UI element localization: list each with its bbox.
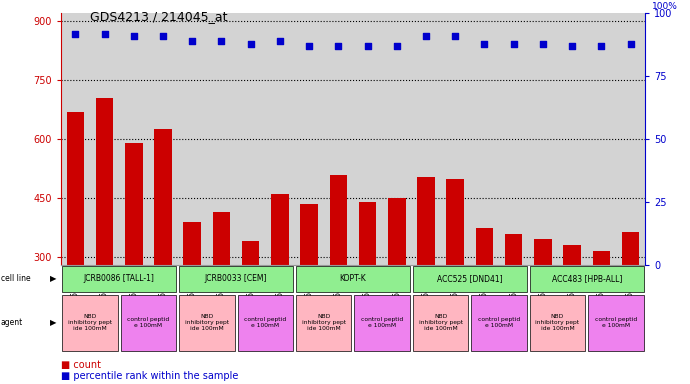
Bar <box>413 266 526 292</box>
Bar <box>530 295 585 351</box>
Text: ▶: ▶ <box>50 275 56 283</box>
Text: agent: agent <box>1 318 23 327</box>
Text: NBD
inhibitory pept
ide 100mM: NBD inhibitory pept ide 100mM <box>302 314 346 331</box>
Point <box>362 43 373 49</box>
Bar <box>446 179 464 375</box>
Bar <box>213 212 230 375</box>
Bar <box>534 239 551 375</box>
Point <box>450 33 461 39</box>
Text: ■ count: ■ count <box>61 360 101 370</box>
Point <box>391 43 402 49</box>
Bar <box>563 245 581 375</box>
Bar <box>530 266 644 292</box>
Text: JCRB0033 [CEM]: JCRB0033 [CEM] <box>205 275 267 283</box>
Text: KOPT-K: KOPT-K <box>339 275 366 283</box>
Bar <box>184 222 201 375</box>
Bar <box>593 251 610 375</box>
Bar <box>505 233 522 375</box>
Point <box>216 38 227 44</box>
Text: 100%: 100% <box>652 2 678 11</box>
Text: JCRB0086 [TALL-1]: JCRB0086 [TALL-1] <box>83 275 155 283</box>
Bar <box>471 295 526 351</box>
Text: ACC483 [HPB-ALL]: ACC483 [HPB-ALL] <box>551 275 622 283</box>
Bar <box>413 295 469 351</box>
Bar <box>179 295 235 351</box>
Bar <box>388 198 406 375</box>
Point <box>625 41 636 47</box>
Bar <box>237 295 293 351</box>
Bar <box>417 177 435 375</box>
Bar <box>96 98 113 375</box>
Text: ▶: ▶ <box>50 318 56 327</box>
Point <box>245 41 256 47</box>
Point <box>157 33 168 39</box>
Bar <box>155 129 172 375</box>
Text: GDS4213 / 214045_at: GDS4213 / 214045_at <box>90 10 227 23</box>
Text: control peptid
e 100mM: control peptid e 100mM <box>244 317 286 328</box>
Point <box>128 33 139 39</box>
Point <box>333 43 344 49</box>
Point <box>99 30 110 36</box>
Bar <box>271 194 288 375</box>
Point <box>304 43 315 49</box>
Point <box>420 33 431 39</box>
Bar <box>355 295 410 351</box>
Text: NBD
inhibitory pept
ide 100mM: NBD inhibitory pept ide 100mM <box>185 314 229 331</box>
Bar <box>62 295 118 351</box>
Text: control peptid
e 100mM: control peptid e 100mM <box>595 317 637 328</box>
Bar <box>125 143 143 375</box>
Bar <box>475 228 493 375</box>
Text: NBD
inhibitory pept
ide 100mM: NBD inhibitory pept ide 100mM <box>68 314 112 331</box>
Bar <box>300 204 318 375</box>
Bar <box>588 295 644 351</box>
Point <box>566 43 578 49</box>
Bar <box>330 175 347 375</box>
Bar <box>242 242 259 375</box>
Text: NBD
inhibitory pept
ide 100mM: NBD inhibitory pept ide 100mM <box>535 314 580 331</box>
Bar <box>62 266 176 292</box>
Bar <box>296 295 351 351</box>
Text: cell line: cell line <box>1 275 30 283</box>
Bar <box>179 266 293 292</box>
Text: NBD
inhibitory pept
ide 100mM: NBD inhibitory pept ide 100mM <box>419 314 463 331</box>
Point <box>508 41 519 47</box>
Point <box>187 38 198 44</box>
Point <box>70 30 81 36</box>
Text: control peptid
e 100mM: control peptid e 100mM <box>127 317 170 328</box>
Point <box>538 41 549 47</box>
Text: ■ percentile rank within the sample: ■ percentile rank within the sample <box>61 371 238 381</box>
Bar <box>359 202 376 375</box>
Bar <box>66 112 84 375</box>
Point <box>595 43 607 49</box>
Text: ACC525 [DND41]: ACC525 [DND41] <box>437 275 502 283</box>
Point <box>479 41 490 47</box>
Bar <box>296 266 410 292</box>
Text: control peptid
e 100mM: control peptid e 100mM <box>478 317 520 328</box>
Point <box>275 38 286 44</box>
Text: control peptid
e 100mM: control peptid e 100mM <box>361 317 403 328</box>
Bar <box>121 295 176 351</box>
Bar <box>622 232 640 375</box>
